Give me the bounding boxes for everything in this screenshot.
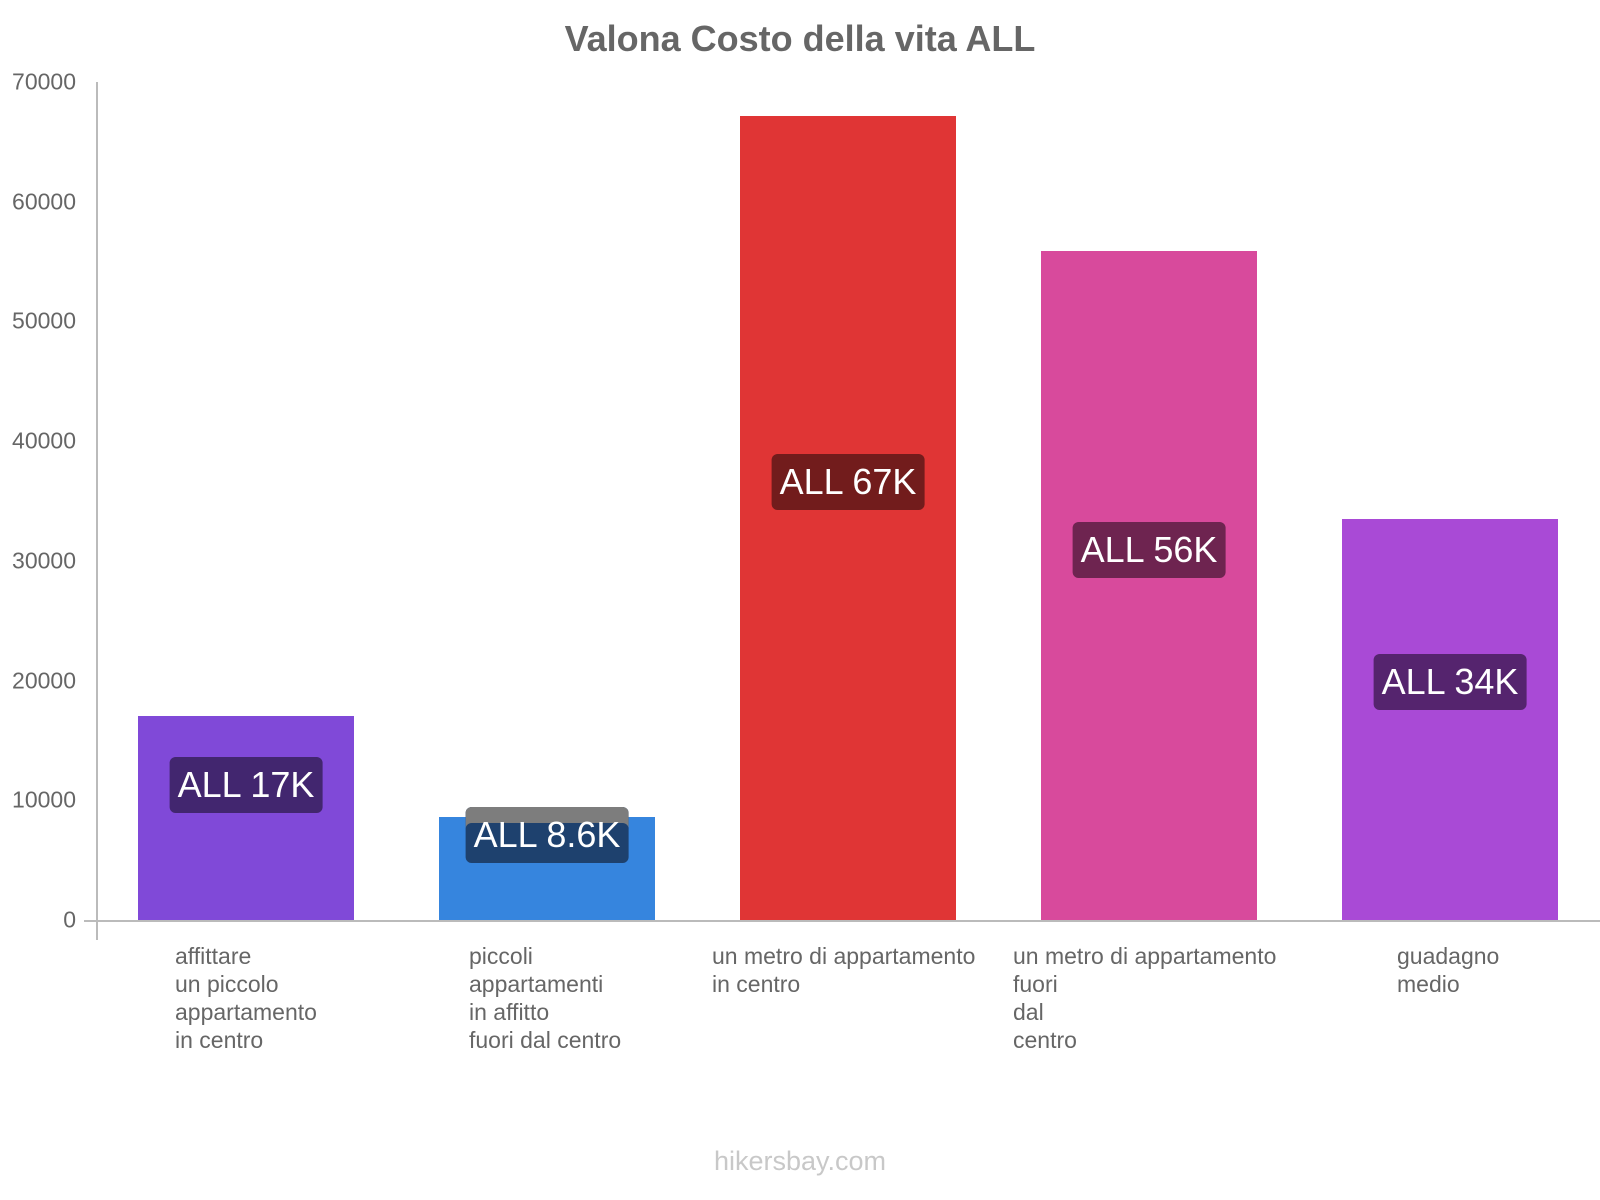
x-category-label: un metro di appartamento in centro: [712, 943, 976, 997]
bar[interactable]: [740, 115, 956, 920]
y-axis-line: [96, 82, 98, 940]
y-tick-label: 50000: [12, 307, 76, 334]
x-category-label: un metro di appartamento fuori dal centr…: [1013, 943, 1277, 1053]
bar-value-label: ALL 17K: [169, 757, 323, 813]
chart-title: Valona Costo della vita ALL: [564, 18, 1036, 59]
x-category-label: affittare un piccolo appartamento in cen…: [175, 943, 317, 1053]
y-tick-label: 60000: [12, 188, 76, 215]
y-tick-label: 70000: [12, 68, 76, 95]
x-axis-line: [84, 920, 1600, 922]
source-watermark: hikersbay.com: [713, 1146, 887, 1176]
x-category-label: guadagno medio: [1397, 943, 1500, 997]
y-tick-label: 10000: [12, 786, 76, 813]
bar-value-label: ALL 67K: [771, 454, 925, 510]
bar[interactable]: [138, 716, 354, 920]
bar[interactable]: [1342, 518, 1558, 920]
bar-value-label: ALL 8.6K: [465, 807, 629, 863]
bar-value-label: ALL 34K: [1373, 654, 1527, 710]
bar[interactable]: [1041, 250, 1257, 920]
y-tick-label: 20000: [12, 667, 76, 694]
bar-value-label: ALL 56K: [1072, 522, 1226, 578]
y-tick-label: 0: [63, 906, 76, 933]
x-category-label: piccoli appartamenti in affitto fuori da…: [469, 943, 622, 1053]
y-tick-label: 40000: [12, 427, 76, 454]
y-tick-label: 30000: [12, 547, 76, 574]
